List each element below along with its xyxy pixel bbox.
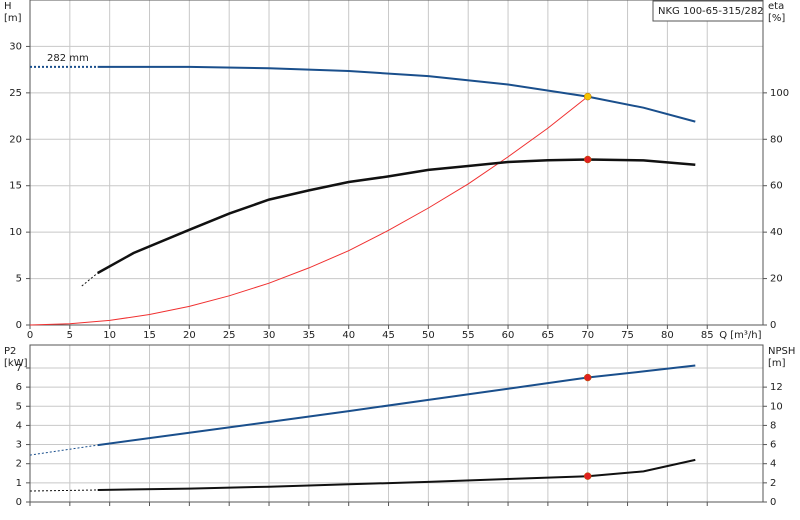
y-axis-label: [kW] bbox=[4, 358, 28, 369]
curve bbox=[97, 158, 696, 275]
y-tick-label: 0 bbox=[16, 497, 22, 508]
x-tick-label: 80 bbox=[661, 330, 674, 341]
y-tick-label: 5 bbox=[16, 274, 22, 285]
y2-tick-label: 0 bbox=[770, 497, 776, 508]
y2-tick-label: 4 bbox=[770, 459, 776, 470]
y-tick-label: 2 bbox=[16, 459, 22, 470]
curve-annotation: 282 mm bbox=[47, 53, 89, 64]
y2-axis-label: [m] bbox=[768, 358, 786, 369]
curve bbox=[97, 364, 696, 447]
y-tick-label: 20 bbox=[9, 134, 22, 145]
y2-tick-label: 10 bbox=[770, 401, 783, 412]
y2-tick-label: 40 bbox=[770, 227, 783, 238]
curve bbox=[97, 458, 696, 491]
x-tick-label: 55 bbox=[462, 330, 475, 341]
chart-title: NKG 100-65-315/282 bbox=[658, 6, 764, 17]
duty-point bbox=[583, 472, 592, 480]
y-tick-label: 25 bbox=[9, 88, 22, 99]
x-tick-label: 25 bbox=[223, 330, 236, 341]
x-axis-label: Q [m³/h] bbox=[719, 330, 761, 341]
x-tick-label: 45 bbox=[382, 330, 395, 341]
x-tick-label: 70 bbox=[581, 330, 594, 341]
duty-point bbox=[583, 92, 592, 101]
y2-tick-label: 80 bbox=[770, 134, 783, 145]
y-tick-label: 10 bbox=[9, 227, 22, 238]
x-tick-label: 0 bbox=[27, 330, 33, 341]
y-tick-label: 7 bbox=[16, 363, 22, 374]
x-tick-label: 60 bbox=[502, 330, 515, 341]
x-tick-label: 10 bbox=[103, 330, 116, 341]
y-tick-label: 3 bbox=[16, 440, 22, 451]
x-tick-label: 30 bbox=[263, 330, 276, 341]
x-tick-label: 75 bbox=[621, 330, 634, 341]
y-tick-label: 30 bbox=[9, 41, 22, 52]
x-tick-label: 85 bbox=[701, 330, 714, 341]
duty-point bbox=[583, 373, 592, 382]
x-tick-label: 35 bbox=[302, 330, 315, 341]
y2-tick-label: 20 bbox=[770, 274, 783, 285]
y-tick-label: 5 bbox=[16, 401, 22, 412]
y2-tick-label: 0 bbox=[770, 320, 776, 331]
y-axis-label: [m] bbox=[4, 13, 22, 24]
y2-tick-label: 2 bbox=[770, 478, 776, 489]
plot-frame bbox=[29, 0, 764, 326]
plot-frame bbox=[29, 344, 764, 503]
curve-extension bbox=[81, 272, 99, 287]
y2-tick-label: 12 bbox=[770, 382, 783, 393]
curve-extension bbox=[29, 444, 98, 456]
y2-tick-label: 60 bbox=[770, 181, 783, 192]
y-tick-label: 4 bbox=[16, 420, 22, 431]
duty-point bbox=[583, 155, 592, 164]
plot-area bbox=[30, 0, 763, 325]
plot-area bbox=[30, 345, 763, 502]
x-tick-label: 50 bbox=[422, 330, 435, 341]
y2-tick-label: 8 bbox=[770, 420, 776, 431]
y2-tick-label: 6 bbox=[770, 440, 776, 451]
y-tick-label: 1 bbox=[16, 478, 22, 489]
y2-axis-label: NPSH bbox=[768, 346, 795, 357]
x-tick-label: 65 bbox=[542, 330, 555, 341]
y-axis-label: P2 bbox=[4, 346, 16, 357]
x-tick-label: 5 bbox=[67, 330, 73, 341]
y2-tick-label: 100 bbox=[770, 88, 789, 99]
y-tick-label: 15 bbox=[9, 181, 22, 192]
y-tick-label: 0 bbox=[16, 320, 22, 331]
y-tick-label: 6 bbox=[16, 382, 22, 393]
y-axis-label: H bbox=[4, 1, 12, 12]
x-tick-label: 20 bbox=[183, 330, 196, 341]
title-box bbox=[652, 0, 764, 22]
y2-axis-label: eta bbox=[768, 1, 784, 12]
curve-extension bbox=[29, 489, 98, 492]
curve bbox=[29, 96, 589, 326]
curve bbox=[97, 65, 696, 123]
x-tick-label: 15 bbox=[143, 330, 156, 341]
y2-axis-label: [%] bbox=[768, 13, 785, 24]
x-tick-label: 40 bbox=[342, 330, 355, 341]
